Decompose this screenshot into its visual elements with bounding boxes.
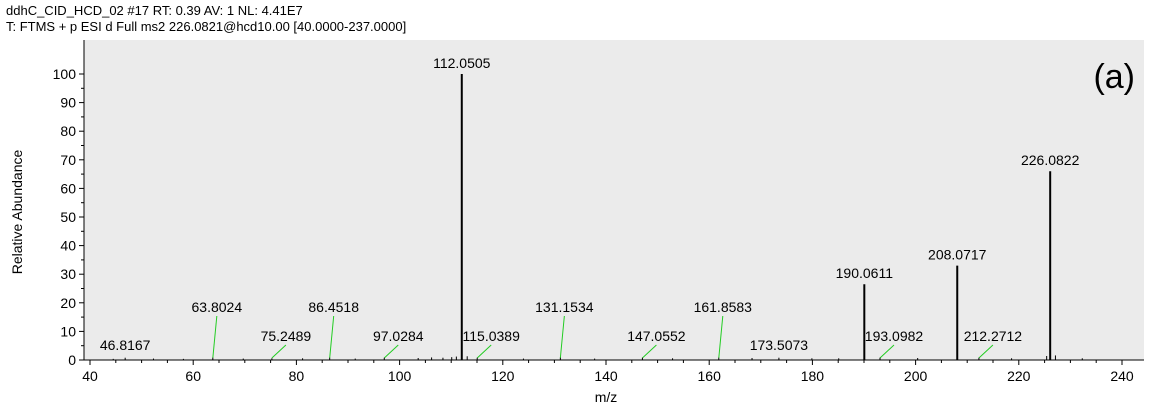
label-leader-line [559,315,565,359]
peak-label: 161.8583 [694,299,753,315]
x-tick-label: 80 [289,368,305,384]
peak-label: 212.2712 [964,328,1023,344]
x-tick-label: 40 [82,368,98,384]
label-leader-line [978,344,994,359]
x-tick-label: 240 [1110,368,1134,384]
y-tick-label: 90 [60,95,76,111]
y-tick-label: 40 [60,238,76,254]
y-tick-label: 80 [60,123,76,139]
label-leader-line [642,344,657,359]
label-leader-line [271,344,287,359]
peak-labels-group: 46.8167 63.8024 75.2489 86.4518 97.0284 112.0… [100,55,1080,353]
scan-header-line-1: ddhC_CID_HCD_02 #17 RT: 0.39 AV: 1 NL: 4… [6,3,303,18]
y-tick-label: 0 [68,352,76,368]
scan-header-line-2: T: FTMS + p ESI d Full ms2 226.0821@hcd1… [6,19,407,34]
peak-label: 131.1534 [535,299,594,315]
y-axis-title: Relative Abundance [9,150,25,275]
y-tick-label: 60 [60,180,76,196]
peak-label: 112.0505 [433,55,491,71]
label-leader-line [879,344,895,359]
peaks-group [124,74,1052,360]
peak-label: 226.0822 [1021,152,1080,168]
peak-label: 97.0284 [373,328,424,344]
label-leader-line [329,315,335,359]
y-ticks-group: 0 10 20 30 40 50 60 70 80 90 100 [53,66,84,368]
x-tick-label: 60 [185,368,201,384]
peak-label: 208.0717 [928,247,987,263]
x-tick-label: 120 [491,368,515,384]
peak-label: 63.8024 [192,299,243,315]
x-tick-label: 180 [801,368,825,384]
x-tick-label: 100 [388,368,412,384]
panel-label: (a) [1093,58,1135,96]
x-tick-label: 220 [1007,368,1031,384]
y-tick-label: 20 [60,295,76,311]
y-tick-label: 30 [60,266,76,282]
label-leader-line [718,315,724,359]
label-leaders-group [212,315,994,359]
y-tick-label: 70 [60,152,76,168]
label-leader-line [212,315,218,359]
peak-label: 190.0611 [836,265,894,281]
peak-label: 46.8167 [100,337,151,353]
label-leader-line [476,344,492,359]
peak-label: 193.0982 [865,328,924,344]
x-tick-label: 200 [904,368,928,384]
x-axis-title: m/z [595,389,618,405]
peak-label: 115.0389 [463,328,521,344]
peak-label: 75.2489 [261,328,312,344]
x-tick-label: 160 [698,368,722,384]
peak-label: 147.0552 [627,328,686,344]
peak-label: 86.4518 [308,299,359,315]
y-tick-label: 50 [60,209,76,225]
x-tick-label: 140 [594,368,618,384]
peak-label: 173.5073 [750,337,809,353]
y-tick-label: 10 [60,323,76,339]
x-ticks-group: 40 60 80 100 120 140 160 180 200 220 240 [82,360,1134,384]
label-leader-line [383,344,399,359]
y-tick-label: 100 [53,66,77,82]
plot-area [84,40,1144,360]
